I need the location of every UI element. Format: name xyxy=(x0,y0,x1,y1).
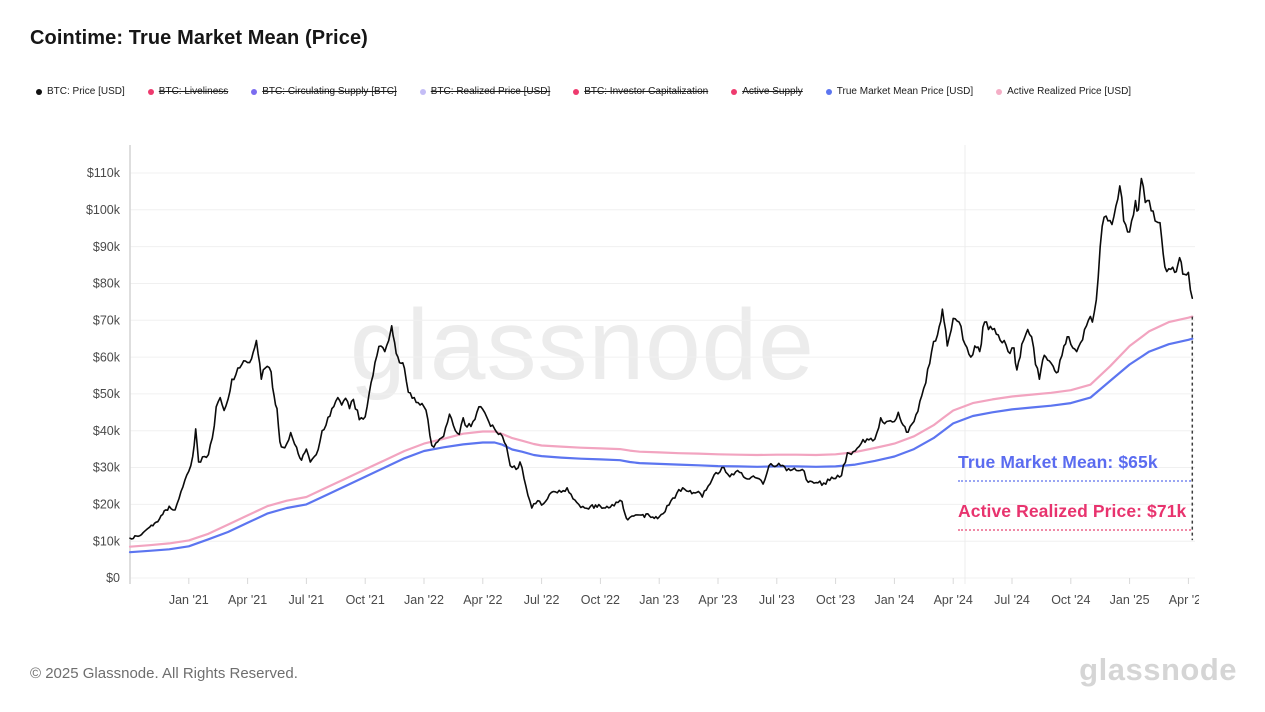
x-axis-label: Jul '21 xyxy=(289,593,325,607)
legend-dot-btc-price-usd xyxy=(36,88,42,95)
legend-dot-btc-realized-price-usd xyxy=(419,88,426,95)
x-axis-label: Jan '23 xyxy=(639,593,679,607)
y-axis-label: $10k xyxy=(93,534,121,548)
x-axis-label: Oct '21 xyxy=(346,593,385,607)
legend: BTC: Price [USD] BTC: Liveliness BTC: Circ… xyxy=(36,86,1131,97)
legend-label: BTC: Circulating Supply [BTC] xyxy=(262,86,397,97)
x-axis-label: Apr '24 xyxy=(934,593,973,607)
legend-label: BTC: Liveliness xyxy=(158,86,229,97)
chart-area[interactable]: $0 $10k $20k $30k $40k $50k $60k $70k $80k $90k $1… xyxy=(0,130,1208,625)
legend-dot-active-realized-price-usd xyxy=(996,88,1003,95)
y-axis-label: $70k xyxy=(93,314,121,328)
legend-item-btc-investor-capitalization[interactable]: BTC: Investor Capitalization xyxy=(573,86,708,97)
y-axis-label: $80k xyxy=(93,277,121,291)
x-axis-label: Jan '24 xyxy=(874,593,914,607)
legend-dot-active-supply xyxy=(731,88,738,95)
y-axis-label: $30k xyxy=(93,461,121,475)
y-axis-label: $0 xyxy=(106,571,120,585)
series-line-true-market-mean-price-usd xyxy=(128,337,1194,554)
legend-label: True Market Mean Price [USD] xyxy=(836,86,974,97)
x-axis-label: Apr '25 xyxy=(1169,593,1199,607)
x-axis-label: Jul '24 xyxy=(994,593,1030,607)
x-axis-label: Oct '22 xyxy=(581,593,620,607)
glassnode-watermark: glassnode xyxy=(350,289,815,401)
legend-dot-btc-circulating-supply-btc xyxy=(251,88,258,95)
copyright-text: © 2025 Glassnode. All Rights Reserved. xyxy=(30,665,298,682)
x-axis-label: Jan '25 xyxy=(1110,593,1150,607)
x-axis-label: Apr '21 xyxy=(228,593,267,607)
legend-dot-btc-investor-capitalization xyxy=(573,88,580,95)
legend-item-true-market-mean-price-usd[interactable]: True Market Mean Price [USD] xyxy=(825,86,974,97)
x-axis-label: Jan '22 xyxy=(404,593,444,607)
y-axis-label: $40k xyxy=(93,424,121,438)
price-chart-svg[interactable]: $0 $10k $20k $30k $40k $50k $60k $70k $80k $90k $1… xyxy=(0,130,1208,625)
legend-label: Active Supply xyxy=(742,86,803,97)
y-axis-label: $110k xyxy=(87,166,121,180)
legend-item-active-realized-price-usd[interactable]: Active Realized Price [USD] xyxy=(996,86,1131,97)
y-axis-label: $20k xyxy=(93,498,121,512)
legend-label: BTC: Realized Price [USD] xyxy=(430,86,551,97)
y-axis-label: $90k xyxy=(93,240,121,254)
y-axis-label: $50k xyxy=(93,387,121,401)
y-axis-label: $60k xyxy=(93,350,121,364)
y-axis-label: $100k xyxy=(86,203,121,217)
page-title: Cointime: True Market Mean (Price) xyxy=(30,27,368,49)
legend-item-btc-circulating-supply-btc[interactable]: BTC: Circulating Supply [BTC] xyxy=(251,86,397,97)
x-axis-label: Apr '22 xyxy=(463,593,502,607)
series-line-btc-price-usd xyxy=(129,177,1194,540)
x-axis-label: Jul '23 xyxy=(759,593,795,607)
x-axis-label: Jan '21 xyxy=(169,593,209,607)
legend-item-btc-liveliness[interactable]: BTC: Liveliness xyxy=(147,86,229,97)
legend-label: BTC: Investor Capitalization xyxy=(584,86,709,97)
legend-item-btc-price-usd[interactable]: BTC: Price [USD] xyxy=(36,86,125,97)
legend-item-active-supply[interactable]: Active Supply xyxy=(731,86,803,97)
legend-label: Active Realized Price [USD] xyxy=(1007,86,1132,97)
x-axis-label: Oct '23 xyxy=(816,593,855,607)
x-axis-label: Oct '24 xyxy=(1051,593,1090,607)
annotation-true-market-mean: True Market Mean: $65k xyxy=(958,452,1191,482)
legend-dot-btc-liveliness xyxy=(147,88,154,95)
glassnode-logo: glassnode xyxy=(1079,652,1237,687)
legend-item-btc-realized-price-usd[interactable]: BTC: Realized Price [USD] xyxy=(419,86,551,97)
x-axis-label: Jul '22 xyxy=(524,593,560,607)
x-axis-label: Apr '23 xyxy=(698,593,737,607)
legend-label: BTC: Price [USD] xyxy=(47,86,125,97)
series-line-active-realized-price-usd xyxy=(128,315,1194,548)
annotation-active-realized-price: Active Realized Price: $71k xyxy=(958,501,1191,531)
legend-dot-true-market-mean-price-usd xyxy=(825,88,832,95)
